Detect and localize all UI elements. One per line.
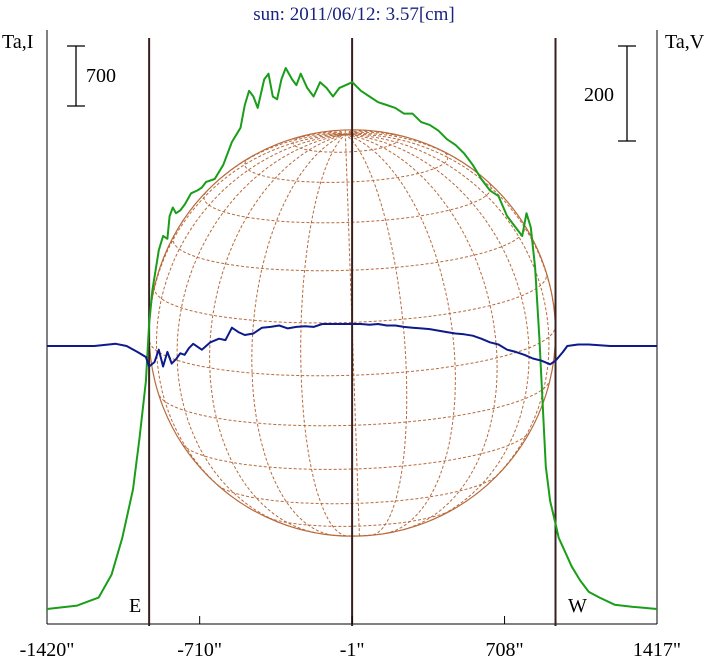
longitude-grid-line	[251, 133, 346, 536]
scale-bar-left-label: 700	[86, 65, 116, 87]
x-tick-label: -1"	[340, 639, 365, 661]
longitude-grid-line	[155, 133, 346, 493]
y-axis-label-left: Ta,I	[2, 31, 33, 53]
scale-bar-right-label: 200	[584, 84, 614, 106]
x-tick-label: -1420"	[20, 639, 75, 661]
series-line-polarization	[47, 323, 657, 368]
longitude-grid-line	[345, 129, 367, 135]
longitude-grid-line	[345, 133, 550, 484]
longitude-grid-line	[345, 133, 530, 521]
plot-area: -1420" -710" -1" 708" 1417" 700 200 E W	[20, 30, 681, 661]
longitude-grid-line	[345, 134, 408, 536]
longitude-grid-line	[148, 133, 346, 341]
longitude-grid-line	[209, 133, 346, 534]
x-tick-label: 708"	[485, 639, 523, 661]
latitude-grid-line	[182, 432, 530, 470]
chart-title: sun: 2011/06/12: 3.57[cm]	[253, 4, 454, 25]
longitude-grid-line	[324, 131, 346, 135]
west-limb-marker: W	[568, 595, 587, 617]
longitude-grid-line	[345, 133, 456, 534]
x-tick-label: 1417"	[633, 639, 681, 661]
latitude-grid-line	[154, 273, 548, 324]
latitude-grid-line	[244, 150, 449, 183]
east-limb-marker: E	[129, 595, 141, 617]
x-tick-label: -710"	[177, 639, 222, 661]
series-line-intensity	[46, 67, 658, 610]
y-axis-label-right: Ta,V	[665, 31, 705, 53]
latitude-grid-line	[292, 131, 399, 153]
longitude-grid-line	[300, 134, 346, 537]
longitude-grid-line	[345, 133, 498, 531]
latitude-grid-line	[203, 182, 492, 224]
